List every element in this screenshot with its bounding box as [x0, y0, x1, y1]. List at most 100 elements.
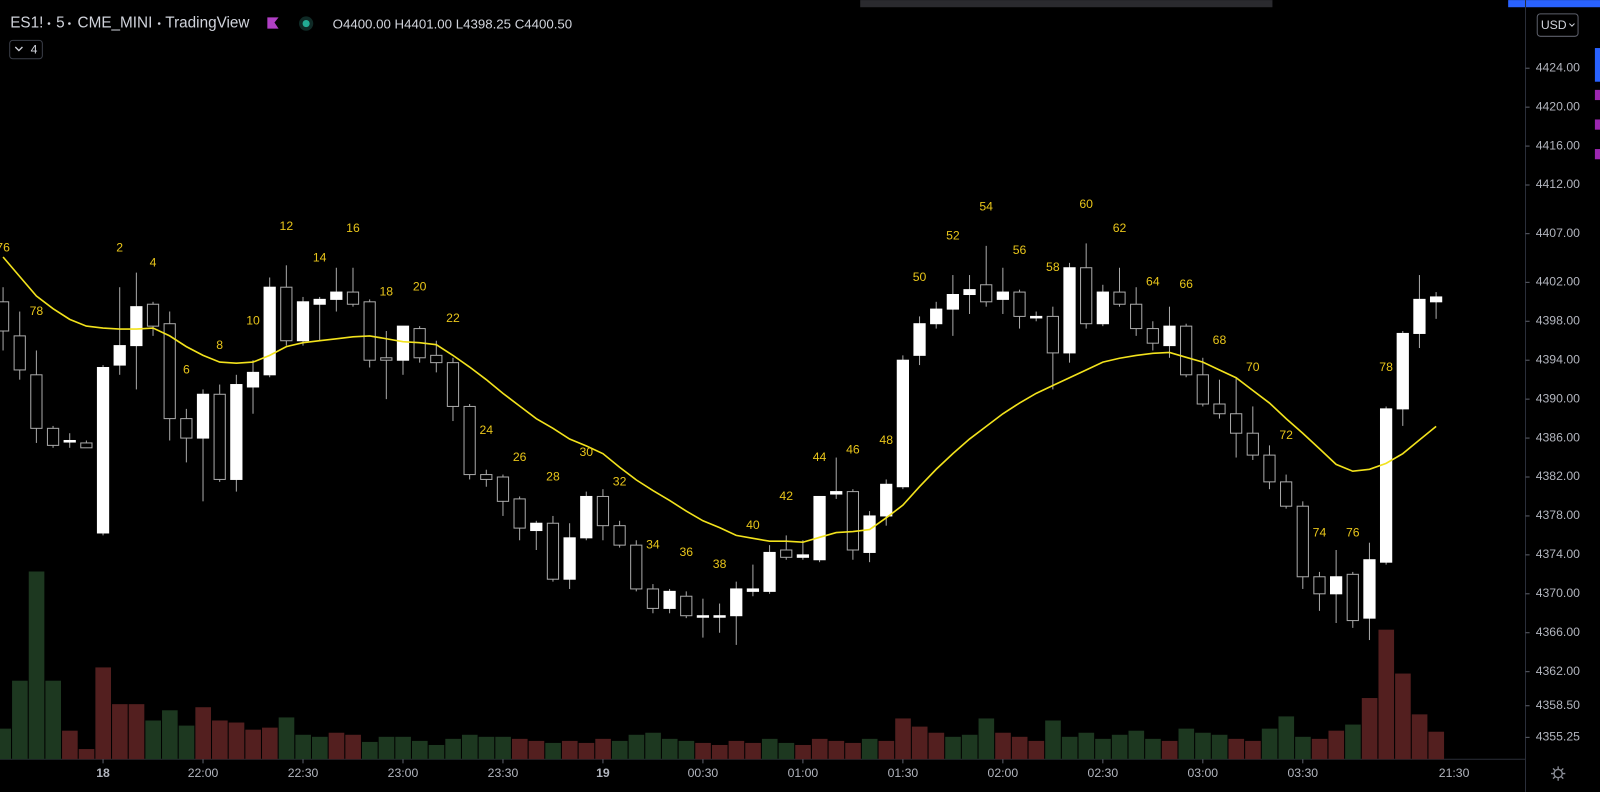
volume-bar — [961, 734, 978, 760]
candle-body — [146, 303, 160, 327]
candle-body — [246, 371, 260, 388]
bar-count-label: 24 — [479, 423, 493, 437]
y-tick-label: 4420.00 — [1536, 99, 1580, 113]
volume-bar — [1078, 732, 1095, 760]
volume-bar — [1095, 738, 1111, 760]
top-right-tab[interactable] — [1508, 0, 1600, 8]
volume-bar — [1011, 736, 1028, 760]
bar-count-label: 30 — [579, 445, 593, 459]
candle-body — [963, 289, 976, 296]
top-toolbar[interactable] — [860, 0, 1273, 8]
chevron-icon — [14, 46, 23, 52]
bar-count-label: 6 — [183, 362, 190, 376]
symbol[interactable]: ES1! — [10, 15, 43, 32]
gear-teeth — [1551, 766, 1566, 781]
candle-body — [880, 483, 893, 517]
volume-bar — [1045, 720, 1061, 760]
volume-bar — [645, 732, 661, 760]
bar-count-label: 22 — [446, 311, 460, 325]
chevron-icon — [1569, 23, 1575, 27]
candle-body — [1246, 432, 1259, 456]
volume-bar — [128, 704, 145, 760]
volume-bar — [678, 740, 695, 760]
time-axis-clock: 21:30 — [1439, 766, 1470, 780]
candle-body — [1330, 576, 1343, 595]
bar-count-label: 62 — [1113, 221, 1127, 235]
volume-bar — [945, 736, 961, 760]
volume-bar — [1261, 728, 1278, 760]
y-tick-label: 4362.00 — [1536, 664, 1580, 678]
candle-body — [730, 588, 743, 617]
bar-count-label: 52 — [946, 229, 960, 243]
separator — [157, 22, 161, 25]
volume-bar — [45, 680, 62, 760]
indicator-count: 4 — [31, 42, 38, 56]
candle-body — [480, 474, 493, 480]
candle-body — [1096, 291, 1109, 325]
candle-body — [546, 522, 560, 580]
x-tick-label: 01:30 — [888, 766, 919, 780]
volume-bar — [728, 740, 745, 760]
bar-count-label: 64 — [1146, 275, 1160, 289]
volume-bar — [1111, 734, 1128, 760]
candle-body — [646, 588, 660, 609]
volume-bar — [578, 742, 595, 760]
ohlc-value: 4400.00 — [343, 16, 391, 31]
candle-body — [330, 291, 343, 300]
bar-count-label: 50 — [913, 270, 927, 284]
indicators-toggle[interactable] — [9, 39, 43, 60]
settings-icon[interactable] — [1551, 766, 1566, 781]
candle-body — [346, 291, 360, 305]
candle-body — [496, 476, 510, 502]
bar-count-label: 76 — [1346, 525, 1360, 539]
volume-bar — [1061, 736, 1078, 760]
volume-bar — [1211, 734, 1228, 760]
volume-bar — [461, 734, 478, 760]
bar-count-label: 20 — [413, 280, 427, 294]
volume-bar — [861, 738, 878, 760]
candle-body — [463, 405, 476, 476]
candle-body — [130, 306, 143, 347]
interval[interactable]: 5 — [56, 15, 65, 32]
candle-body — [896, 359, 910, 488]
candle-body — [230, 384, 243, 480]
y-tick-label: 4394.00 — [1536, 352, 1580, 366]
plot: 4355.25 4358.50 4362.00 4366.00 4370.00 4374.… — [0, 60, 1580, 780]
separator — [68, 22, 71, 25]
volume-bar — [395, 736, 411, 760]
candle-body — [996, 291, 1009, 300]
y-tick-label: 4374.00 — [1536, 547, 1580, 561]
candle-body — [1296, 505, 1309, 578]
candle-body — [913, 323, 926, 356]
candle-body — [713, 615, 726, 618]
currency[interactable]: USD — [1541, 18, 1567, 32]
bar-count-label: 34 — [646, 538, 660, 552]
volume-bar — [478, 736, 495, 760]
volume-bar — [1411, 714, 1428, 760]
volume-bar — [62, 730, 78, 760]
volume-bar — [595, 738, 611, 760]
ohlc-key: H — [395, 16, 405, 31]
volume-bar — [1345, 724, 1361, 760]
bar-count-label: 60 — [1079, 197, 1093, 211]
y-tick-label: 4355.25 — [1536, 730, 1580, 744]
x-tick-label: 22:00 — [188, 766, 219, 780]
volume-bar — [1328, 730, 1345, 760]
volume-bar — [195, 707, 211, 760]
volume-bar — [1278, 716, 1295, 760]
y-tick-label: 4370.00 — [1536, 586, 1580, 600]
currency-button[interactable] — [1536, 13, 1579, 37]
candle-body — [280, 286, 293, 342]
flag-icon[interactable] — [267, 17, 279, 29]
candle-body — [1346, 573, 1359, 622]
candle-body — [213, 393, 226, 480]
volume-bar — [228, 722, 245, 760]
status-dot — [302, 19, 310, 28]
x-tick-label: 19 — [596, 766, 610, 780]
volume-bar — [628, 734, 645, 760]
candle-body — [1379, 408, 1393, 563]
bar-count-label: 78 — [1379, 360, 1393, 374]
y-tick-label: 4402.00 — [1536, 275, 1580, 289]
candle-body — [596, 495, 610, 527]
y-tick-label: 4424.00 — [1536, 60, 1580, 74]
